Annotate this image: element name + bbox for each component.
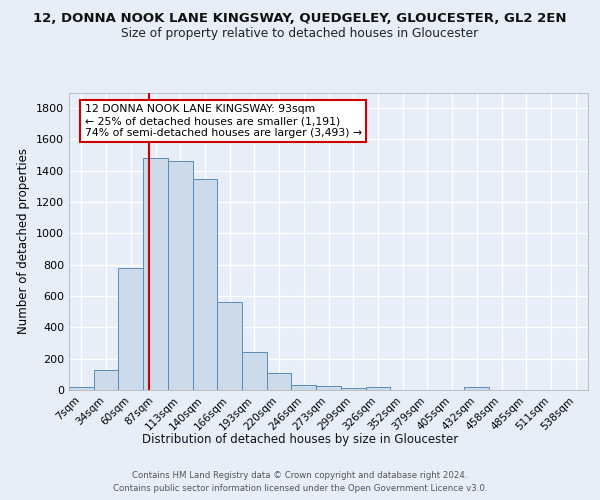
Text: Size of property relative to detached houses in Gloucester: Size of property relative to detached ho… — [121, 28, 479, 40]
Text: Distribution of detached houses by size in Gloucester: Distribution of detached houses by size … — [142, 432, 458, 446]
Bar — [118, 268, 143, 390]
Bar — [464, 387, 489, 390]
Y-axis label: Number of detached properties: Number of detached properties — [17, 148, 31, 334]
Text: 12, DONNA NOOK LANE KINGSWAY, QUEDGELEY, GLOUCESTER, GL2 2EN: 12, DONNA NOOK LANE KINGSWAY, QUEDGELEY,… — [33, 12, 567, 26]
Bar — [341, 388, 365, 390]
Bar — [267, 373, 292, 390]
Bar — [316, 386, 341, 390]
Bar — [292, 384, 316, 390]
Bar — [193, 178, 217, 390]
Text: Contains public sector information licensed under the Open Government Licence v3: Contains public sector information licen… — [113, 484, 487, 493]
Bar — [242, 352, 267, 390]
Bar — [143, 158, 168, 390]
Text: 12 DONNA NOOK LANE KINGSWAY: 93sqm
← 25% of detached houses are smaller (1,191)
: 12 DONNA NOOK LANE KINGSWAY: 93sqm ← 25%… — [85, 104, 362, 138]
Bar — [217, 302, 242, 390]
Bar — [168, 162, 193, 390]
Bar — [69, 387, 94, 390]
Bar — [365, 387, 390, 390]
Bar — [94, 370, 118, 390]
Text: Contains HM Land Registry data © Crown copyright and database right 2024.: Contains HM Land Registry data © Crown c… — [132, 471, 468, 480]
